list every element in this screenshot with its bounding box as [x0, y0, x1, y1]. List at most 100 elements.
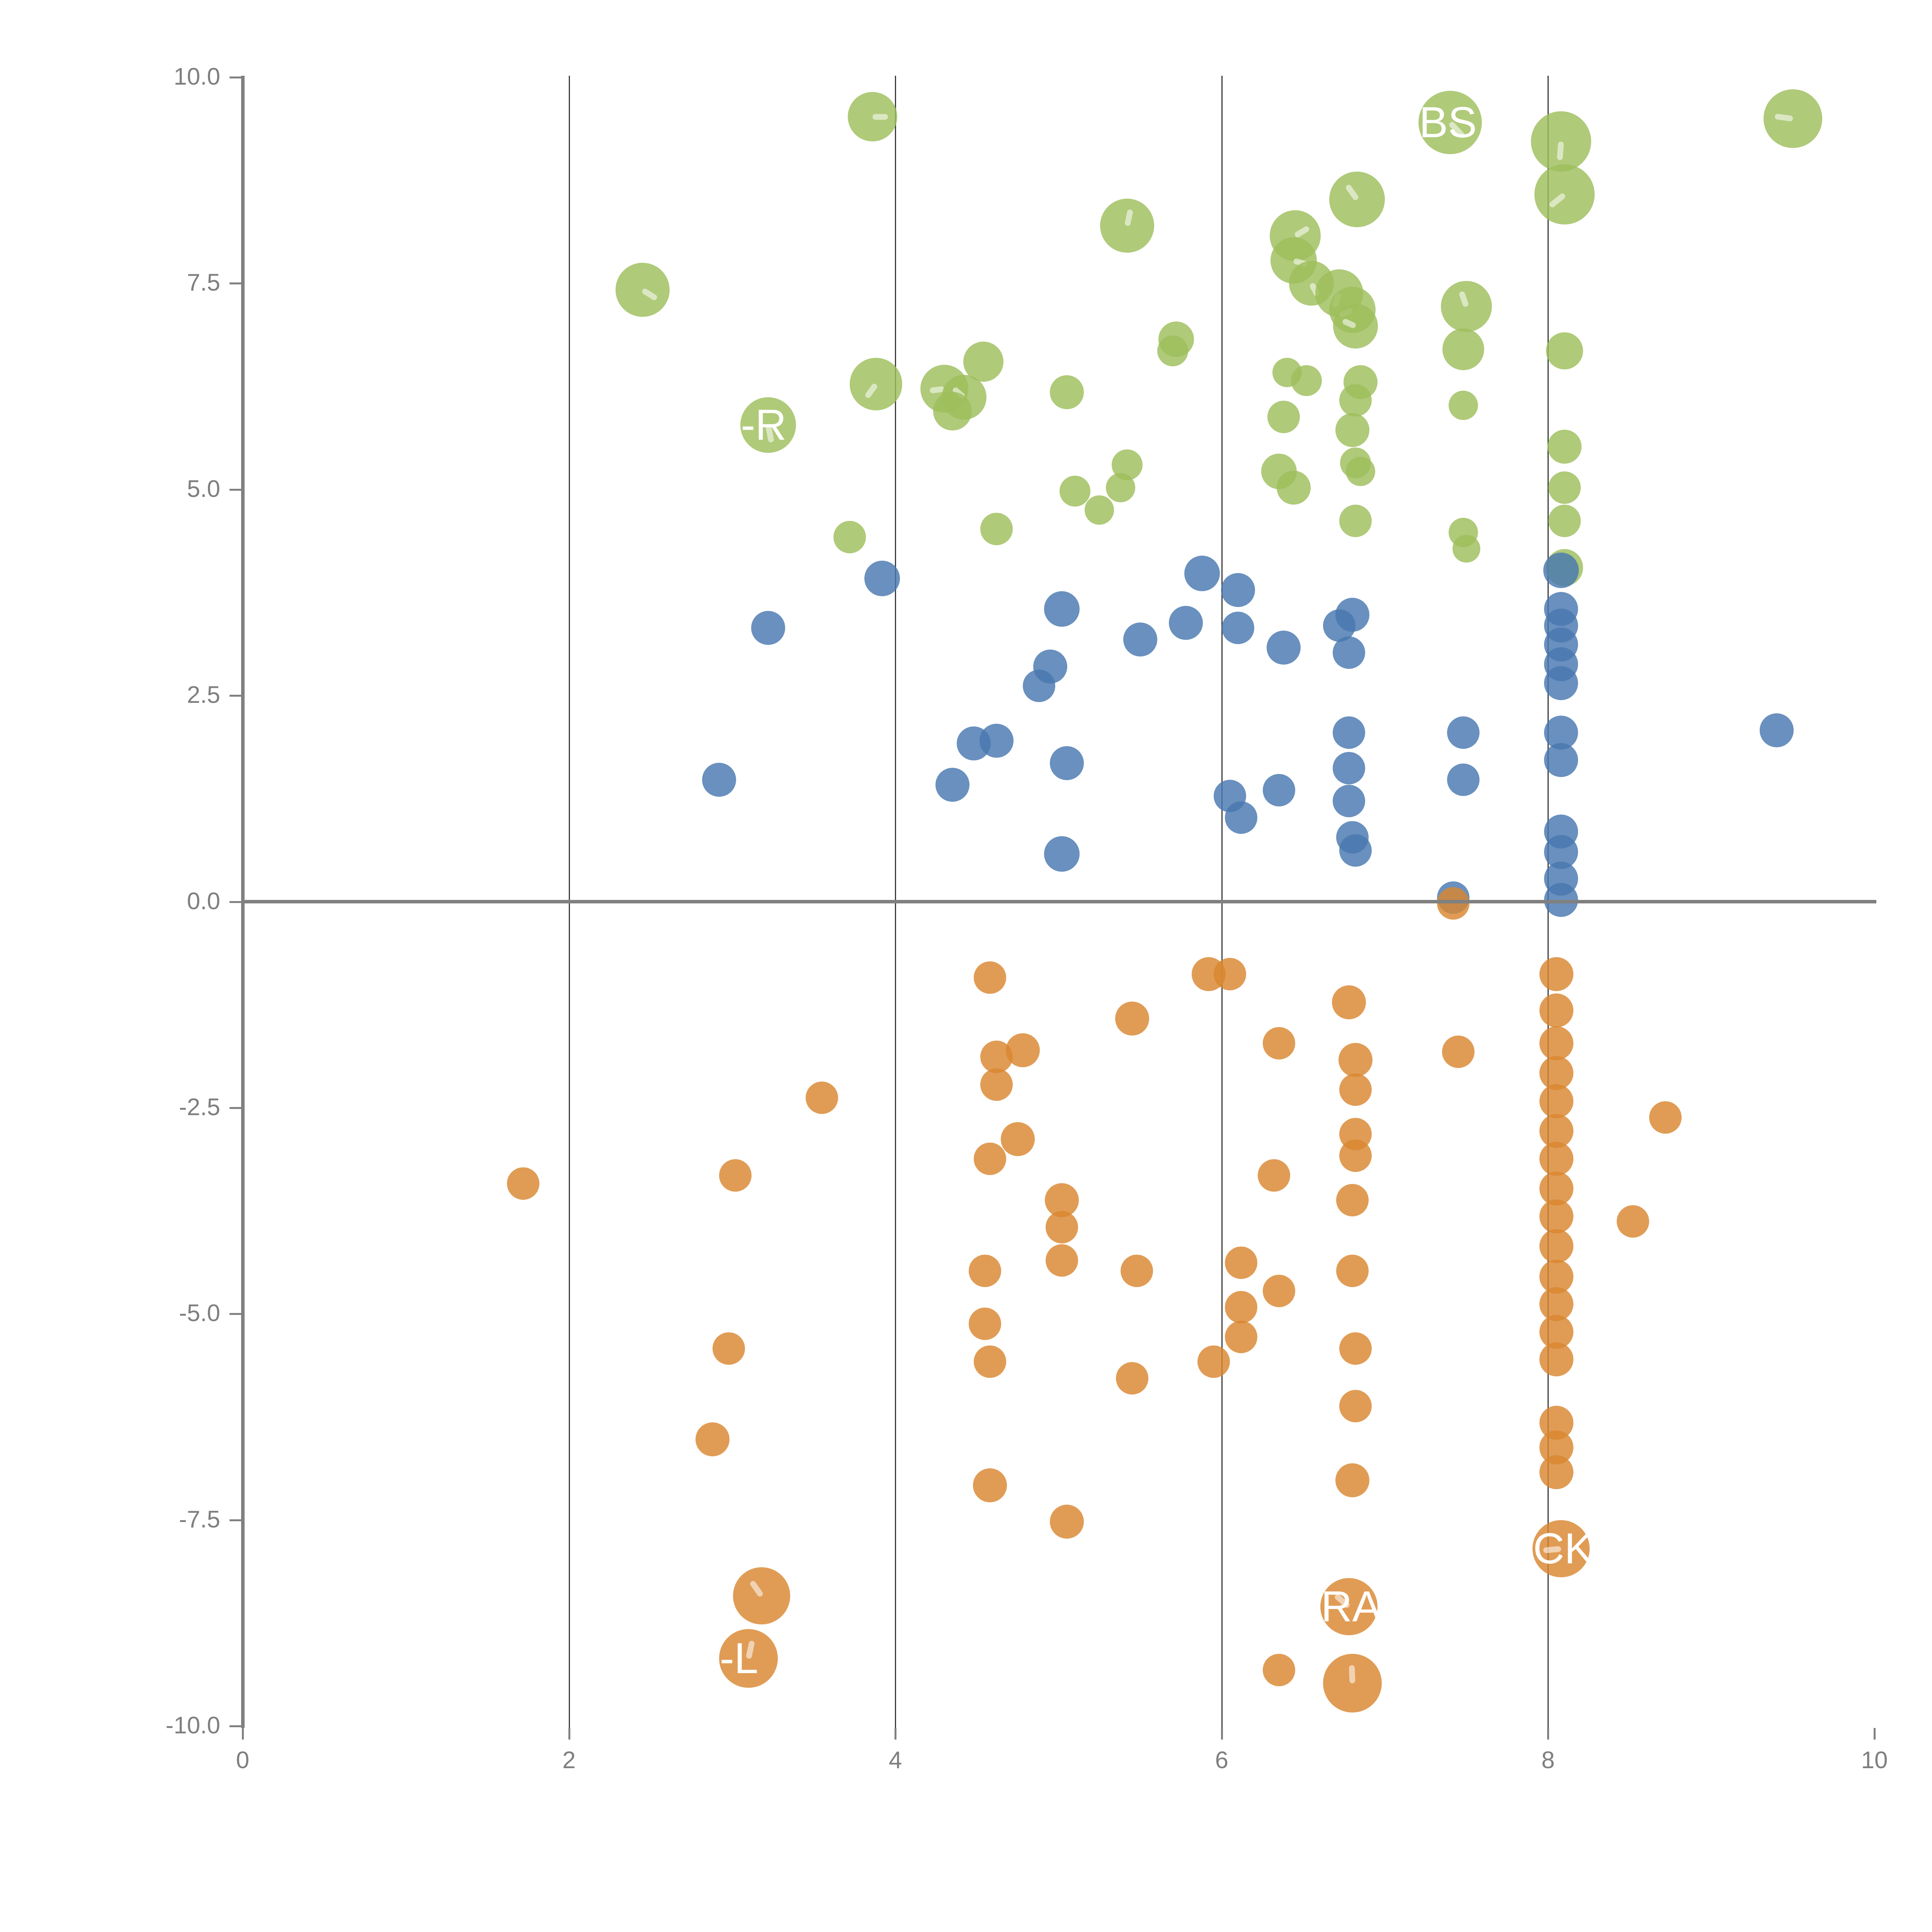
- scatter-point-green-36[interactable]: [1345, 456, 1375, 486]
- scatter-point-orange-56[interactable]: [1539, 1199, 1573, 1234]
- scatter-point-orange-37[interactable]: [1339, 1139, 1372, 1172]
- scatter-point-orange-32[interactable]: [1262, 1274, 1295, 1307]
- scatter-point-green-34[interactable]: [1276, 471, 1311, 505]
- scatter-point-orange-1[interactable]: [719, 1159, 752, 1192]
- scatter-point-green-49[interactable]: [980, 513, 1013, 546]
- scatter-point-orange-42[interactable]: [1335, 1463, 1369, 1498]
- scatter-point-blue-25[interactable]: [1333, 785, 1366, 818]
- scatter-point-blue-9[interactable]: [1049, 746, 1084, 781]
- scatter-point-blue-13[interactable]: [1168, 606, 1203, 640]
- scatter-point-blue-22[interactable]: [1333, 636, 1366, 669]
- scatter-point-orange-10[interactable]: [1005, 1033, 1040, 1067]
- scatter-point-orange-28[interactable]: [1225, 1291, 1258, 1324]
- scatter-point-orange-38[interactable]: [1336, 1184, 1369, 1216]
- scatter-point-orange-54[interactable]: [1539, 1142, 1573, 1176]
- scatter-point-orange-2[interactable]: [806, 1082, 838, 1114]
- scatter-point-orange-33[interactable]: [1332, 985, 1366, 1019]
- scatter-point-orange-34[interactable]: [1338, 1043, 1373, 1077]
- scatter-point-blue-8[interactable]: [1022, 669, 1055, 702]
- scatter-point-orange-35[interactable]: [1339, 1073, 1372, 1106]
- scatter-point-orange-45[interactable]: [1262, 1653, 1295, 1686]
- scatter-point-green-5[interactable]: [1329, 171, 1385, 227]
- scatter-point-blue-6[interactable]: [1044, 591, 1080, 627]
- scatter-point-orange-49[interactable]: [1539, 993, 1573, 1028]
- scatter-point-green-29[interactable]: [1339, 384, 1372, 417]
- scatter-point-orange-14[interactable]: [969, 1307, 1002, 1340]
- scatter-point-orange-67[interactable]: [1616, 1205, 1649, 1238]
- scatter-point-orange-61[interactable]: [1539, 1342, 1573, 1376]
- scatter-point-blue-21[interactable]: [1323, 609, 1355, 642]
- scatter-point-orange-40[interactable]: [1339, 1332, 1372, 1365]
- scatter-point-orange-39[interactable]: [1336, 1255, 1369, 1287]
- scatter-point-blue-31[interactable]: [1543, 552, 1579, 588]
- scatter-point-blue-3[interactable]: [935, 767, 969, 802]
- scatter-point-blue-15[interactable]: [1222, 612, 1255, 645]
- scatter-point-orange-27[interactable]: [1225, 1246, 1258, 1279]
- scatter-point-green-27[interactable]: [1291, 365, 1322, 396]
- scatter-point-blue-0[interactable]: [864, 561, 900, 597]
- scatter-point-orange-5[interactable]: [733, 1567, 790, 1624]
- scatter-point-orange-26[interactable]: [1197, 1345, 1230, 1378]
- scatter-point-green-37[interactable]: [1547, 429, 1582, 464]
- scatter-point-green-2[interactable]: [1531, 111, 1592, 172]
- scatter-point-orange-13[interactable]: [969, 1255, 1002, 1287]
- scatter-point-orange-16[interactable]: [973, 1468, 1007, 1503]
- scatter-point-blue-28[interactable]: [1447, 716, 1480, 749]
- scatter-point-green-43[interactable]: [1059, 476, 1090, 507]
- scatter-point-orange-41[interactable]: [1339, 1390, 1372, 1423]
- scatter-point-orange-3[interactable]: [713, 1332, 745, 1365]
- scatter-point-green-1[interactable]: [1418, 91, 1482, 155]
- scatter-point-orange-20[interactable]: [1049, 1504, 1084, 1539]
- scatter-point-blue-14[interactable]: [1221, 573, 1255, 607]
- scatter-point-orange-11[interactable]: [1000, 1122, 1035, 1156]
- scatter-point-green-48[interactable]: [833, 521, 866, 554]
- scatter-point-blue-10[interactable]: [1044, 836, 1080, 872]
- scatter-point-green-17[interactable]: [740, 397, 796, 453]
- scatter-point-orange-9[interactable]: [980, 1068, 1013, 1101]
- scatter-point-blue-2[interactable]: [702, 762, 736, 797]
- scatter-point-green-18[interactable]: [849, 357, 902, 410]
- scatter-point-blue-12[interactable]: [1184, 556, 1220, 592]
- scatter-point-orange-65[interactable]: [1532, 1520, 1590, 1578]
- scatter-point-green-16[interactable]: [615, 263, 670, 317]
- scatter-point-green-39[interactable]: [1548, 504, 1581, 537]
- scatter-point-blue-23[interactable]: [1333, 716, 1366, 749]
- scatter-point-green-30[interactable]: [1335, 413, 1369, 447]
- scatter-point-green-15[interactable]: [1546, 332, 1583, 370]
- scatter-point-blue-38[interactable]: [1544, 743, 1578, 777]
- scatter-point-orange-18[interactable]: [1045, 1211, 1078, 1244]
- scatter-point-green-13[interactable]: [1441, 281, 1492, 332]
- scatter-point-orange-43[interactable]: [1320, 1578, 1378, 1635]
- scatter-point-blue-29[interactable]: [1447, 763, 1480, 796]
- scatter-point-green-25[interactable]: [1157, 335, 1189, 367]
- scatter-point-blue-27[interactable]: [1339, 834, 1372, 867]
- scatter-point-blue-43[interactable]: [1759, 713, 1794, 747]
- scatter-point-green-38[interactable]: [1548, 471, 1581, 504]
- scatter-point-green-45[interactable]: [1339, 504, 1372, 537]
- scatter-point-orange-46[interactable]: [1442, 1035, 1475, 1068]
- scatter-point-orange-29[interactable]: [1225, 1320, 1258, 1353]
- scatter-point-green-22[interactable]: [933, 392, 972, 431]
- scatter-point-green-23[interactable]: [1049, 375, 1084, 409]
- scatter-point-blue-36[interactable]: [1544, 666, 1578, 701]
- scatter-point-orange-66[interactable]: [1649, 1101, 1682, 1134]
- scatter-point-green-32[interactable]: [1448, 391, 1478, 420]
- scatter-point-orange-21[interactable]: [1115, 1002, 1149, 1036]
- scatter-point-orange-15[interactable]: [974, 1345, 1007, 1378]
- scatter-point-green-3[interactable]: [1534, 164, 1595, 224]
- scatter-point-blue-19[interactable]: [1262, 774, 1295, 807]
- scatter-point-orange-52[interactable]: [1539, 1084, 1573, 1118]
- scatter-point-blue-1[interactable]: [751, 611, 785, 645]
- scatter-point-orange-50[interactable]: [1539, 1026, 1573, 1061]
- scatter-point-green-31[interactable]: [1267, 401, 1300, 433]
- scatter-point-orange-7[interactable]: [974, 961, 1007, 994]
- scatter-point-orange-30[interactable]: [1262, 1027, 1295, 1060]
- scatter-point-blue-24[interactable]: [1333, 752, 1366, 784]
- scatter-point-green-42[interactable]: [1105, 473, 1135, 503]
- scatter-point-orange-48[interactable]: [1539, 957, 1573, 992]
- scatter-point-green-0[interactable]: [848, 92, 898, 142]
- scatter-point-orange-0[interactable]: [507, 1167, 540, 1200]
- scatter-point-green-6[interactable]: [1100, 199, 1154, 253]
- scatter-point-orange-31[interactable]: [1257, 1159, 1290, 1192]
- scatter-point-orange-6[interactable]: [719, 1629, 778, 1688]
